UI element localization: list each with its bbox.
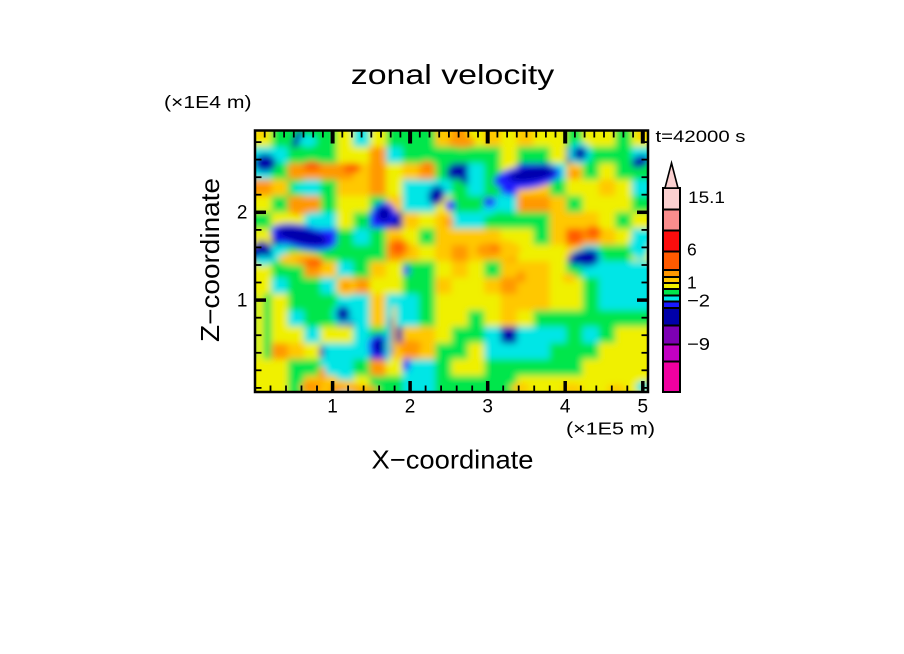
- svg-text:1: 1: [327, 397, 338, 418]
- svg-text:4: 4: [560, 397, 571, 418]
- svg-text:X−coordinate: X−coordinate: [372, 445, 534, 475]
- svg-text:−2: −2: [687, 291, 710, 311]
- svg-text:5: 5: [638, 397, 649, 418]
- svg-text:6: 6: [687, 240, 697, 260]
- svg-text:2: 2: [405, 397, 416, 418]
- svg-text:1: 1: [237, 291, 248, 312]
- svg-text:(×1E5 m): (×1E5 m): [566, 419, 655, 439]
- svg-text:zonal velocity: zonal velocity: [351, 59, 555, 90]
- svg-text:3: 3: [482, 397, 493, 418]
- svg-text:−9: −9: [687, 334, 710, 354]
- svg-text:1: 1: [687, 273, 697, 293]
- svg-text:15.1: 15.1: [688, 188, 725, 207]
- svg-text:Z−coordinate: Z−coordinate: [195, 178, 225, 342]
- svg-text:2: 2: [237, 203, 248, 224]
- svg-text:t=42000 s: t=42000 s: [656, 127, 746, 146]
- svg-text:(×1E4 m): (×1E4 m): [164, 92, 252, 112]
